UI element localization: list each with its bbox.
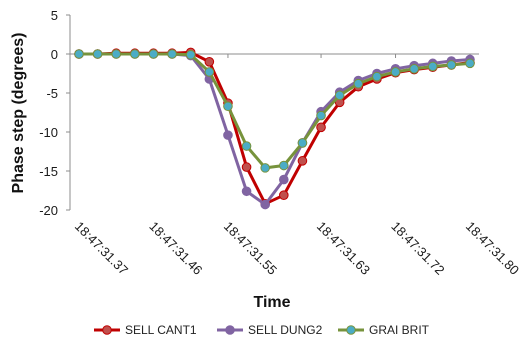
- data-point: [316, 110, 326, 121]
- legend-label: GRAI BRIT: [369, 323, 430, 337]
- plot-area: 5 0 -5 -10 -15 -20 18:47:31.37 18:47:31.46 18:47…: [39, 8, 522, 278]
- data-point: [223, 101, 233, 112]
- x-tick-label: 18:47:31.46: [146, 219, 205, 278]
- series-line: [77, 52, 472, 170]
- legend-swatch-marker: [225, 325, 235, 335]
- legend-label: SELL DUNG2: [248, 323, 323, 337]
- data-point: [204, 67, 215, 77]
- data-point: [427, 61, 438, 72]
- data-point: [92, 49, 103, 59]
- data-point: [204, 57, 215, 67]
- y-tick-label: -15: [39, 164, 58, 179]
- legend-swatch-marker: [102, 325, 112, 335]
- x-tick-label: 18:47:31.55: [221, 219, 280, 278]
- data-point: [241, 162, 252, 172]
- data-point: [316, 122, 326, 133]
- data-point: [260, 199, 270, 210]
- legend: SELL CANT1 SELL DUNG2 GRAI BRIT: [94, 323, 430, 337]
- x-tick-label: 18:47:31.37: [72, 219, 131, 278]
- data-point: [279, 190, 289, 200]
- y-tick-label: 0: [51, 47, 58, 62]
- data-point: [111, 49, 122, 59]
- data-point: [409, 64, 419, 74]
- legend-item: GRAI BRIT: [338, 323, 430, 337]
- y-tick-label: -10: [39, 125, 58, 140]
- data-point: [223, 130, 233, 140]
- data-point: [465, 58, 475, 69]
- data-point: [74, 49, 84, 59]
- data-point: [353, 78, 364, 89]
- y-axis-title: Phase step (degrees): [10, 33, 27, 194]
- x-axis-title: Time: [253, 294, 290, 311]
- data-point: [334, 90, 345, 101]
- data-point: [297, 138, 308, 148]
- y-tick-label: 5: [51, 8, 58, 23]
- x-tick-label: 18:47:31.80: [463, 219, 522, 278]
- x-tick-label: 18:47:31.63: [314, 219, 373, 278]
- data-point: [390, 67, 401, 77]
- legend-label: SELL CANT1: [125, 323, 197, 337]
- legend-swatch-marker: [346, 325, 356, 335]
- x-tick-label: 18:47:31.72: [388, 219, 447, 278]
- data-point: [260, 163, 270, 173]
- series-3: [74, 49, 475, 173]
- data-point: [279, 160, 289, 171]
- data-point: [241, 186, 252, 197]
- data-point: [372, 71, 382, 82]
- data-point: [297, 156, 308, 166]
- data-point: [185, 49, 196, 60]
- legend-item: SELL DUNG2: [217, 323, 323, 337]
- data-point: [130, 49, 140, 59]
- data-point: [148, 49, 159, 59]
- data-point: [241, 141, 252, 151]
- series-line: [77, 52, 472, 206]
- series-line: [77, 50, 472, 206]
- legend-item: SELL CANT1: [94, 323, 197, 337]
- data-point: [446, 60, 457, 70]
- data-point: [167, 49, 177, 59]
- y-tick-label: -20: [39, 203, 58, 218]
- data-point: [279, 174, 289, 185]
- y-tick-label: -5: [46, 86, 58, 101]
